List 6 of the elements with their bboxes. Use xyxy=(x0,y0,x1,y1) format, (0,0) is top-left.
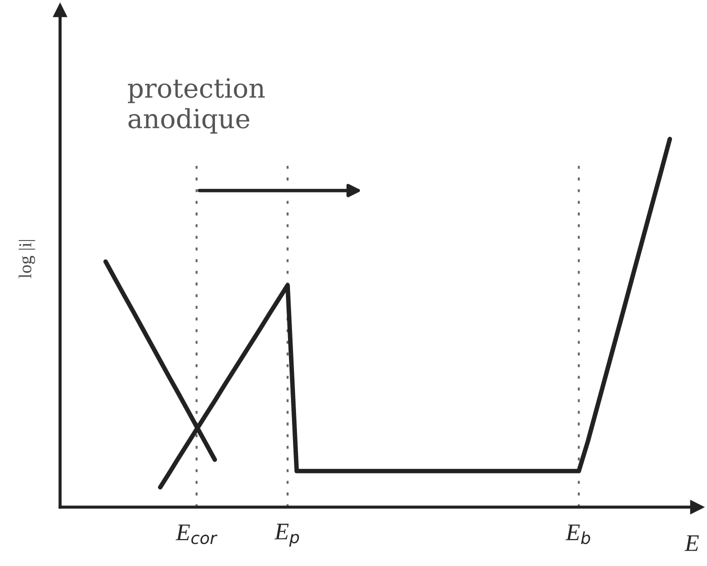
x-tick-label: E$_{b}$ xyxy=(566,524,590,544)
annotation: protection anodique xyxy=(128,78,265,134)
x-tick-label: E$_{p}$ xyxy=(274,524,299,547)
x-tick-label: E$_{cor}$ xyxy=(176,524,218,544)
x-axis-title: E xyxy=(684,535,699,551)
y-axis-title: log |i| xyxy=(18,240,36,278)
